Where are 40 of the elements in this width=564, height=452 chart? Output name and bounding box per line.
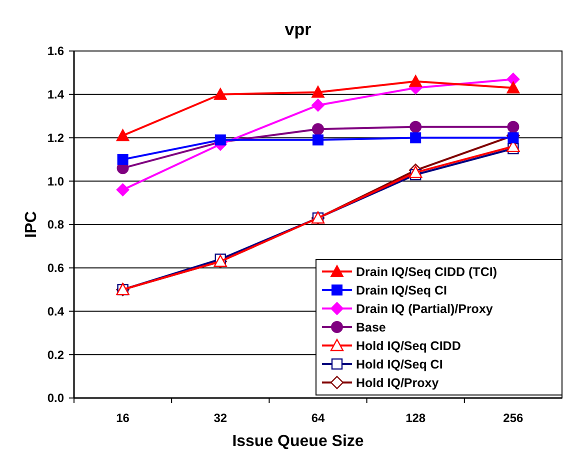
point xyxy=(410,120,422,133)
x-tick-label: 256 xyxy=(503,411,524,425)
y-tick-label: 0.2 xyxy=(47,348,64,362)
point xyxy=(410,132,422,144)
point xyxy=(409,74,422,87)
point xyxy=(312,134,324,146)
y-tick-label: 1.2 xyxy=(47,130,64,145)
x-tick-label: 32 xyxy=(214,411,228,425)
point xyxy=(506,72,520,86)
point xyxy=(214,134,226,146)
x-tick-label: 64 xyxy=(311,411,325,425)
point xyxy=(312,86,324,98)
point xyxy=(508,132,519,144)
point xyxy=(117,154,128,165)
x-axis-title: Issue Queue Size xyxy=(232,433,364,450)
y-tick-label: 1.6 xyxy=(47,44,64,58)
y-tick-label: 0.8 xyxy=(47,218,64,232)
point xyxy=(506,81,520,94)
legend-label: Drain IQ/Seq CI xyxy=(356,283,447,298)
point xyxy=(312,98,324,112)
point xyxy=(507,120,520,133)
point xyxy=(116,183,130,196)
legend-label: Hold IQ/Seq CIDD xyxy=(356,338,461,353)
legend-label: Hold IQ/Proxy xyxy=(356,376,439,390)
y-tick-label: 1.0 xyxy=(47,174,64,188)
y-tick-label: 0.6 xyxy=(47,261,64,276)
chart-title: vpr xyxy=(284,20,312,39)
legend-label: Base xyxy=(356,320,386,334)
x-tick-label: 16 xyxy=(116,411,130,425)
point xyxy=(312,123,324,136)
point xyxy=(214,88,227,100)
y-tick-label: 0.4 xyxy=(47,304,64,318)
y-tick-label: 1.4 xyxy=(47,88,64,102)
point xyxy=(116,129,130,142)
x-tick-label: 128 xyxy=(406,411,426,425)
legend-label: Drain IQ (Partial)/Proxy xyxy=(356,302,493,316)
y-tick-label: 0.0 xyxy=(47,391,64,406)
y-axis-title: IPC xyxy=(23,210,40,238)
legend-label: Hold IQ/Seq CI xyxy=(356,357,443,372)
legend-label: Drain IQ/Seq CIDD (TCI) xyxy=(356,264,497,279)
